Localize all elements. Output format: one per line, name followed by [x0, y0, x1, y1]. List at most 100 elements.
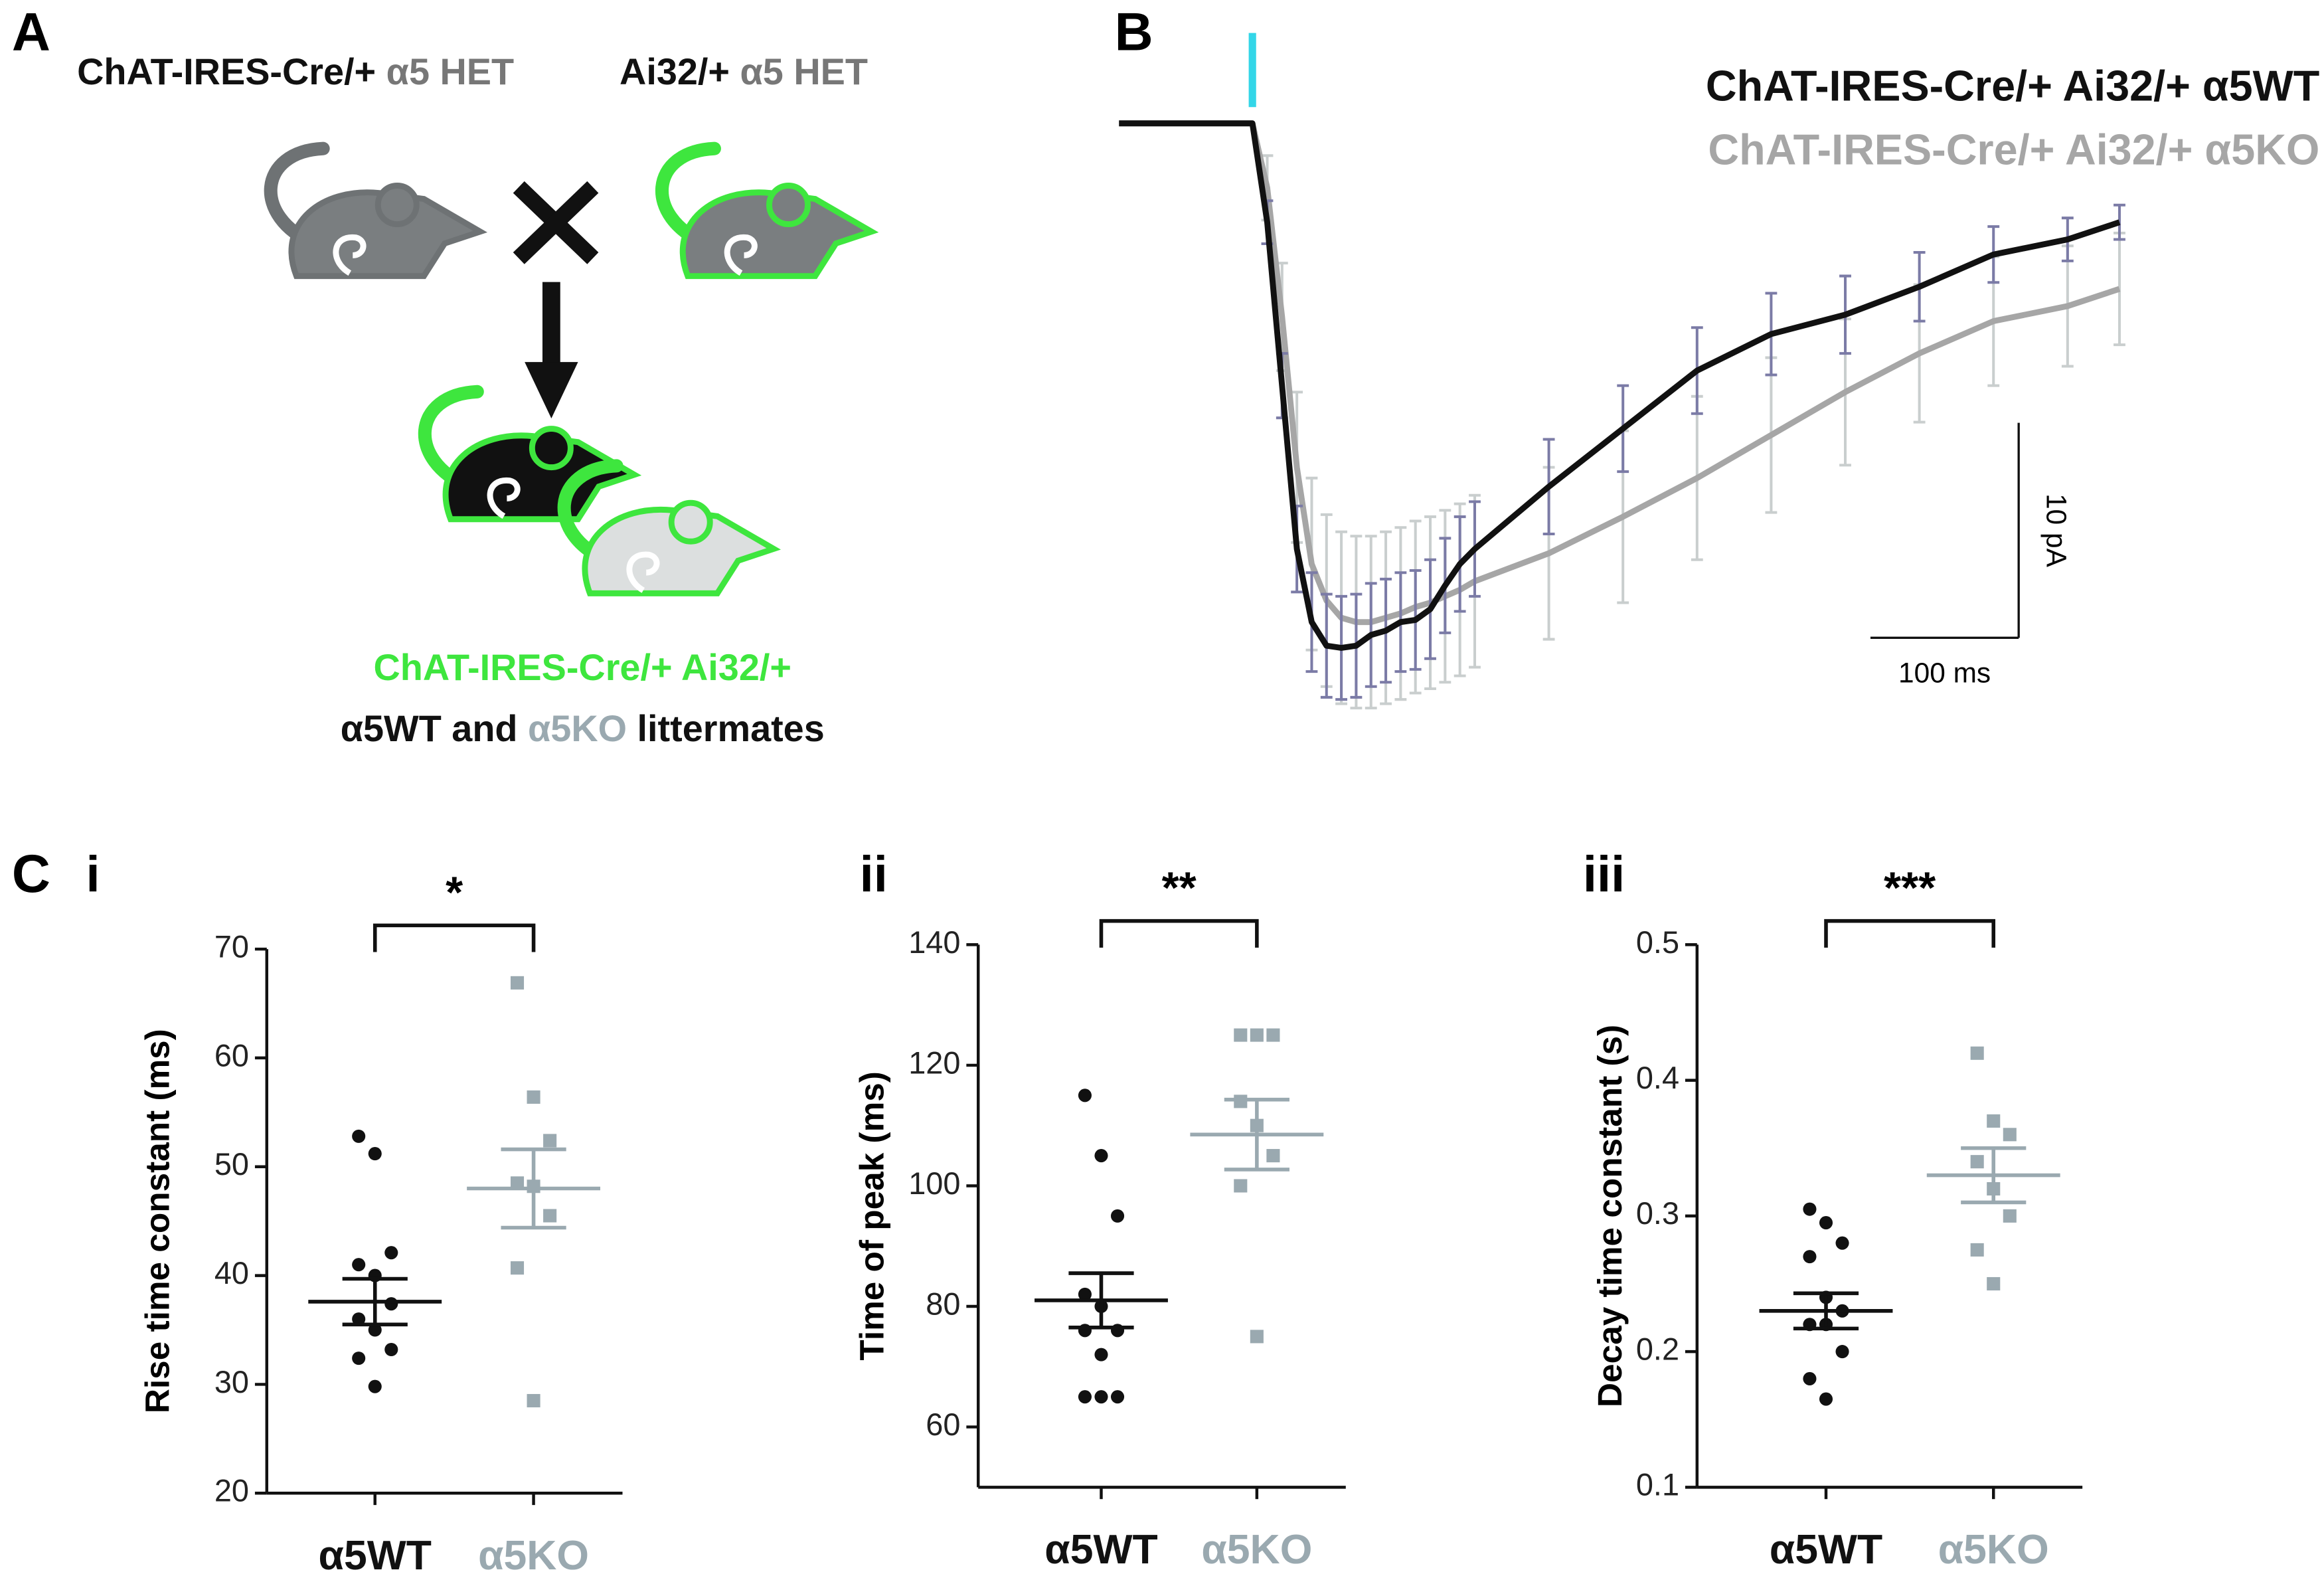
x-tick-label: α5WT — [319, 1532, 432, 1578]
y-axis-label: Rise time constant (ms) — [139, 1029, 177, 1413]
trace-line — [1119, 120, 2121, 626]
offspring-mouse — [425, 392, 635, 519]
y-tick-label: 60 — [214, 1038, 249, 1073]
data-point — [1094, 1390, 1108, 1404]
parent-label: Ai32/+ α5 HET — [620, 50, 868, 92]
wt-text: α5WT and — [341, 707, 518, 749]
data-point — [1110, 1390, 1125, 1404]
y-tick-label: 120 — [908, 1045, 960, 1080]
y-tick-label: 20 — [214, 1474, 249, 1508]
data-point — [510, 1261, 525, 1275]
data-point — [1819, 1216, 1833, 1230]
panel-label: ii — [860, 846, 888, 903]
legend-entry: ChAT-IRES-Cre/+ Ai32/+ α5KO — [1708, 126, 2319, 174]
sem-bar — [1793, 1291, 1859, 1331]
y-tick-label: 0.5 — [1636, 925, 1679, 960]
sem-bar — [1961, 1146, 2027, 1205]
parent-mouse — [662, 149, 872, 276]
panel-label: B — [1115, 2, 1153, 62]
significance-label: ** — [1162, 863, 1197, 913]
panel-label: A — [12, 2, 50, 62]
sem-bar — [1068, 1271, 1134, 1330]
genotype: α5 HET — [386, 50, 514, 92]
data-point — [543, 1209, 557, 1223]
data-point — [510, 1176, 525, 1190]
data-point — [1266, 1028, 1280, 1042]
offspring-label: ChAT-IRES-Cre/+ Ai32/+ — [374, 646, 791, 688]
y-tick-label: 50 — [214, 1147, 249, 1182]
arrow — [525, 282, 578, 418]
data-point — [1803, 1250, 1817, 1264]
y-tick-label: 80 — [926, 1286, 960, 1321]
scale-label-y: 10 pA — [2041, 493, 2072, 568]
genotype: α5 HET — [740, 50, 868, 92]
panel-label: iii — [1583, 846, 1625, 903]
data-point — [352, 1312, 366, 1326]
data-point — [368, 1147, 382, 1161]
panel-label: C — [12, 844, 50, 904]
data-point — [1078, 1390, 1092, 1404]
data-point — [1110, 1209, 1125, 1223]
data-point — [368, 1323, 382, 1337]
y-axis-label: Time of peak (ms) — [853, 1071, 891, 1360]
data-point — [368, 1379, 382, 1393]
parent-mouse — [271, 149, 481, 276]
trace-line — [1119, 120, 2121, 651]
legend-entry: ChAT-IRES-Cre/+ Ai32/+ α5WT — [1706, 62, 2319, 110]
scale-label-x: 100 ms — [1898, 657, 1991, 688]
significance-bracket — [1099, 919, 1259, 948]
data-point — [1094, 1348, 1108, 1361]
suffix-text: littermates — [637, 707, 825, 749]
data-point — [1819, 1392, 1833, 1406]
significance-bracket — [373, 923, 536, 952]
data-point — [1970, 1155, 1984, 1169]
data-point — [352, 1129, 366, 1143]
x-tick-label: α5KO — [1201, 1526, 1312, 1573]
sem-bar — [1224, 1097, 1289, 1172]
data-point — [1987, 1114, 2001, 1128]
sem-bar — [501, 1147, 566, 1230]
data-point — [1266, 1149, 1280, 1163]
y-tick-label: 0.1 — [1636, 1468, 1679, 1502]
y-tick-label: 70 — [214, 929, 249, 964]
data-point — [384, 1342, 398, 1357]
significance-label: *** — [1884, 863, 1936, 913]
data-point — [1250, 1330, 1264, 1344]
data-point — [352, 1258, 366, 1272]
significance-label: * — [446, 867, 463, 917]
parent-label: ChAT-IRES-Cre/+ α5 HET — [77, 50, 514, 92]
y-tick-label: 0.4 — [1636, 1061, 1679, 1095]
data-point — [543, 1134, 557, 1148]
y-tick-label: 60 — [926, 1407, 960, 1442]
data-point — [1970, 1243, 1984, 1257]
y-tick-label: 0.2 — [1636, 1332, 1679, 1366]
data-point — [2003, 1209, 2017, 1223]
x-tick-label: α5KO — [478, 1532, 589, 1578]
panel-label: i — [86, 846, 100, 903]
data-point — [1835, 1345, 1849, 1359]
data-point — [1835, 1236, 1849, 1250]
data-point — [1987, 1276, 2001, 1291]
y-tick-label: 140 — [908, 925, 960, 960]
data-point — [352, 1352, 366, 1365]
y-tick-label: 40 — [214, 1256, 249, 1290]
y-tick-label: 30 — [214, 1365, 249, 1399]
data-point — [1234, 1028, 1248, 1042]
data-point — [2003, 1128, 2017, 1142]
ko-text: α5KO — [528, 707, 627, 749]
data-point — [1803, 1371, 1817, 1385]
y-tick-label: 100 — [908, 1166, 960, 1201]
data-point — [384, 1246, 398, 1260]
offspring-label: α5WT and α5KO littermates — [341, 707, 825, 749]
strain: ChAT-IRES-Cre/+ — [77, 50, 376, 92]
data-point — [1250, 1028, 1264, 1042]
x-tick-label: α5KO — [1938, 1526, 2049, 1573]
data-point — [527, 1090, 540, 1104]
data-point — [1970, 1046, 1984, 1060]
data-point — [1078, 1287, 1092, 1301]
significance-bracket — [1824, 919, 1996, 948]
cross-symbol — [513, 181, 599, 264]
y-tick-label: 0.3 — [1636, 1196, 1679, 1231]
